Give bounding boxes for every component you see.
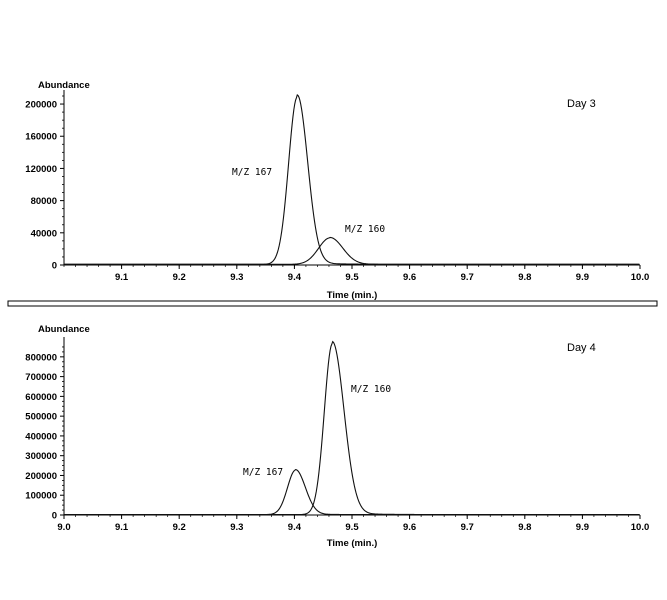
y-tick-label: 120000 xyxy=(25,164,57,175)
x-tick-label: 9.0 xyxy=(57,522,70,533)
y-tick-label: 400000 xyxy=(25,431,57,442)
y-tick-label: 300000 xyxy=(25,451,57,462)
x-tick-label: 9.5 xyxy=(345,522,359,533)
trace-m-z-167 xyxy=(64,468,640,516)
series-label: M/Z 167 xyxy=(243,467,283,478)
y-tick-label: 40000 xyxy=(31,228,57,239)
x-tick-label: 9.9 xyxy=(576,272,589,283)
x-tick-label: 9.7 xyxy=(461,272,474,283)
series-label: M/Z 167 xyxy=(232,167,272,178)
x-tick-label: 10.0 xyxy=(631,522,650,533)
x-tick-label: 9.8 xyxy=(518,272,531,283)
y-tick-label: 0 xyxy=(52,511,57,522)
x-tick-label: 10.0 xyxy=(631,272,650,283)
panel2-x-axis-title: Time (min.) xyxy=(327,538,378,549)
x-tick-label: 9.6 xyxy=(403,272,416,283)
panel1-x-axis-title: Time (min.) xyxy=(327,290,378,301)
x-tick-label: 9.9 xyxy=(576,522,589,533)
panel1-plot: 0 40000 80000 120000 160000 200000 9.1 9.2 9.3 9.… xyxy=(25,90,649,283)
y-tick-label: 0 xyxy=(52,261,57,272)
x-tick-label: 9.8 xyxy=(518,522,531,533)
trace-m-z-167 xyxy=(64,94,640,265)
y-tick-label: 500000 xyxy=(25,412,57,423)
x-tick-label: 9.2 xyxy=(173,522,186,533)
y-tick-label: 600000 xyxy=(25,392,57,403)
trace-m-z-160 xyxy=(64,236,640,265)
x-tick-label: 9.4 xyxy=(288,522,302,533)
x-tick-label: 9.2 xyxy=(173,272,186,283)
x-tick-label: 9.1 xyxy=(115,272,129,283)
series-label: M/Z 160 xyxy=(345,224,385,235)
panel1-y-axis-title: Abundance xyxy=(38,80,90,91)
y-tick-label: 160000 xyxy=(25,132,57,143)
panel-separator xyxy=(7,300,658,307)
x-tick-label: 9.3 xyxy=(230,272,243,283)
x-tick-label: 9.3 xyxy=(230,522,243,533)
x-tick-label: 9.4 xyxy=(288,272,302,283)
y-tick-label: 800000 xyxy=(25,352,57,363)
y-tick-label: 700000 xyxy=(25,372,57,383)
series-label: M/Z 160 xyxy=(351,384,391,395)
y-tick-label: 200000 xyxy=(25,100,57,111)
x-tick-label: 9.1 xyxy=(115,522,129,533)
panel2-y-axis-title: Abundance xyxy=(38,324,90,335)
y-tick-label: 80000 xyxy=(31,196,57,207)
panel1-day-label: Day 3 xyxy=(567,98,596,110)
x-tick-label: 9.5 xyxy=(345,272,359,283)
y-tick-label: 200000 xyxy=(25,471,57,482)
trace-m-z-160 xyxy=(64,340,640,516)
panel2-day-label: Day 4 xyxy=(567,342,596,354)
x-tick-label: 9.7 xyxy=(461,522,474,533)
y-tick-label: 100000 xyxy=(25,491,57,502)
x-tick-label: 9.6 xyxy=(403,522,416,533)
panel2-plot: 0 100000 200000 300000 400000 500000 600000 700… xyxy=(25,337,649,533)
